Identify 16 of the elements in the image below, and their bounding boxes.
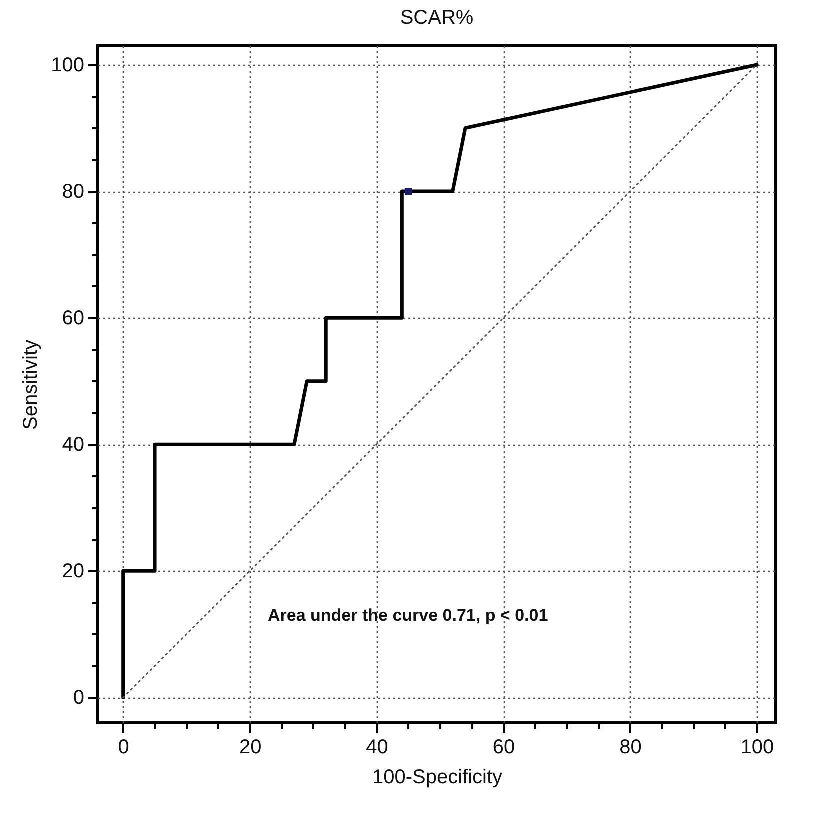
x-tick-label: 100 [740, 736, 774, 758]
x-tick-label: 0 [118, 736, 130, 758]
y-tick-label: 0 [73, 687, 84, 710]
y-tick-label: 60 [62, 308, 84, 330]
annotation: Area under the curve 0.71, p < 0.01 [268, 606, 548, 625]
y-tick-label: 100 [51, 54, 84, 76]
y-axis-title: Sensitivity [20, 340, 42, 430]
x-axis-title: 100-Specificity [372, 766, 503, 788]
x-tick-label: 20 [239, 736, 262, 758]
y-tick-label: 20 [62, 560, 84, 583]
x-tick-label: 80 [620, 736, 642, 758]
x-tick-label: 40 [366, 736, 388, 758]
chart-title: SCAR% [400, 7, 474, 29]
y-tick-label: 40 [62, 434, 84, 456]
x-tick-label: 60 [492, 736, 516, 758]
y-tick-label: 80 [62, 181, 84, 204]
